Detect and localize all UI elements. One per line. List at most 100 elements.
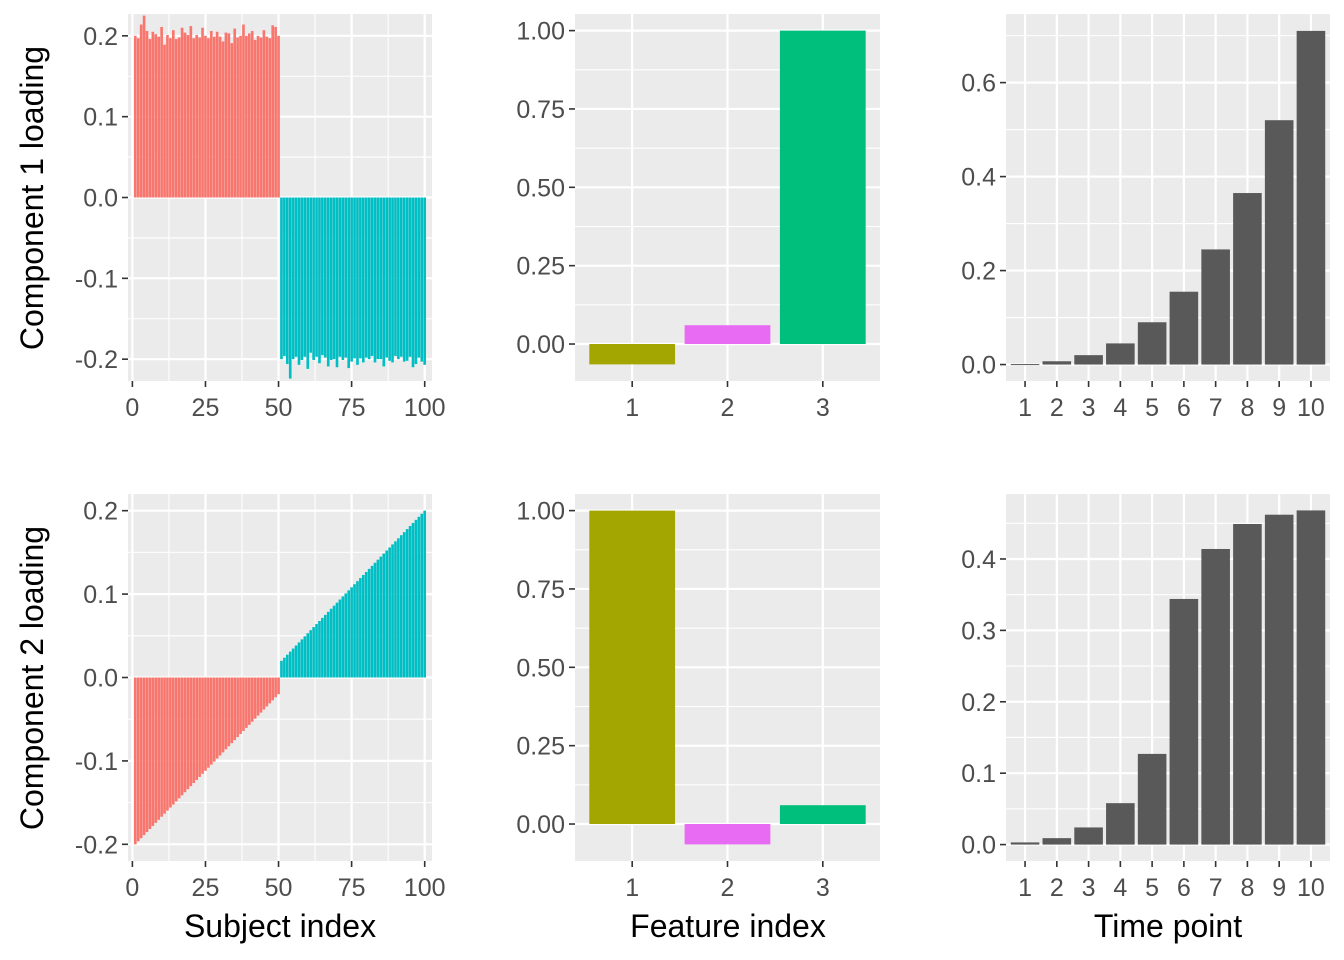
bars — [589, 510, 866, 845]
bar — [373, 197, 377, 363]
bar — [394, 541, 397, 678]
bar — [151, 31, 155, 198]
bar — [186, 35, 190, 198]
bar — [420, 197, 424, 362]
bar — [414, 197, 418, 365]
bar — [1106, 803, 1135, 845]
bar — [274, 26, 277, 198]
y-tick-label: 0.50 — [516, 174, 565, 202]
y-tick-label: 0.0 — [961, 352, 996, 380]
bar — [268, 38, 272, 198]
bar — [169, 38, 172, 198]
bar — [353, 584, 356, 678]
bar — [250, 30, 254, 198]
x-title-feature-index: Feature index — [630, 908, 826, 944]
bar — [148, 677, 152, 829]
bar — [402, 532, 406, 678]
bar — [157, 677, 161, 820]
bar — [382, 197, 386, 367]
y-tick-label: -0.2 — [75, 831, 118, 859]
bar — [183, 677, 187, 793]
bar — [347, 590, 351, 678]
bar — [198, 677, 201, 777]
bar — [405, 197, 409, 361]
bar — [224, 677, 228, 750]
y-tick-label: 1.00 — [516, 498, 565, 526]
bar — [1169, 291, 1199, 365]
bar — [133, 35, 137, 198]
bar — [186, 677, 190, 790]
y-tick-label: 0.0 — [83, 185, 118, 213]
x-title-subject-index: Subject index — [184, 908, 376, 944]
x-tick-label: 4 — [1113, 874, 1127, 902]
x-tick-label: 5 — [1145, 394, 1159, 422]
bar — [166, 35, 169, 198]
bar — [277, 35, 280, 198]
bar — [379, 556, 383, 678]
bar — [136, 38, 140, 198]
bar — [212, 36, 216, 198]
x-tick-label: 3 — [1082, 874, 1096, 902]
bar — [329, 608, 333, 678]
bar — [133, 677, 137, 845]
bar — [154, 677, 158, 823]
bar — [145, 30, 149, 198]
bar — [201, 677, 204, 774]
bar — [297, 642, 301, 678]
bar — [245, 35, 248, 198]
y-tick-label: -0.2 — [75, 346, 118, 374]
bar — [218, 36, 222, 198]
bar — [411, 522, 415, 678]
x-tick-label: 0 — [125, 394, 139, 422]
bar — [283, 197, 286, 356]
bar — [148, 39, 152, 198]
bar — [399, 197, 403, 357]
x-tick-label: 4 — [1113, 394, 1127, 422]
bar — [344, 593, 348, 678]
bar — [329, 197, 333, 360]
bar — [294, 197, 298, 357]
bar — [280, 660, 283, 678]
bar — [288, 197, 292, 379]
bar — [195, 677, 199, 780]
bar — [341, 596, 345, 678]
x-tick-label: 3 — [816, 394, 830, 422]
bar — [233, 677, 237, 741]
y-tick-label: 0.2 — [83, 23, 118, 51]
y-tick-label: -0.1 — [75, 748, 118, 776]
bar — [420, 513, 424, 678]
x-tick-label: 2 — [721, 874, 735, 902]
bar — [142, 677, 146, 836]
bar — [300, 197, 304, 360]
bar — [361, 575, 365, 678]
bars — [1010, 30, 1326, 366]
bar — [408, 197, 412, 357]
x-tick-label: 1 — [625, 394, 639, 422]
bar — [303, 636, 307, 678]
bar — [239, 35, 242, 198]
bar — [338, 599, 342, 678]
bar — [373, 562, 377, 678]
bar — [417, 516, 421, 678]
bar — [212, 677, 216, 762]
bar — [256, 677, 260, 716]
x-tick-label: 2 — [1050, 874, 1064, 902]
bar — [204, 677, 207, 771]
row-title-component-2: Component 2 loading — [14, 526, 50, 830]
bar — [382, 553, 386, 678]
bar — [1042, 838, 1072, 845]
x-tick-label: 3 — [816, 874, 830, 902]
x-tick-label: 2 — [721, 394, 735, 422]
bar — [236, 37, 239, 198]
bar — [414, 519, 418, 678]
bar — [218, 677, 222, 756]
bar — [1201, 548, 1230, 845]
bar — [1233, 193, 1262, 365]
bar — [136, 677, 140, 842]
x-tick-label: 9 — [1272, 874, 1286, 902]
bar — [315, 197, 318, 357]
bar — [376, 559, 380, 678]
x-tick-label: 2 — [1050, 394, 1064, 422]
y-tick-label: 0.25 — [516, 253, 565, 281]
bar — [271, 677, 275, 701]
